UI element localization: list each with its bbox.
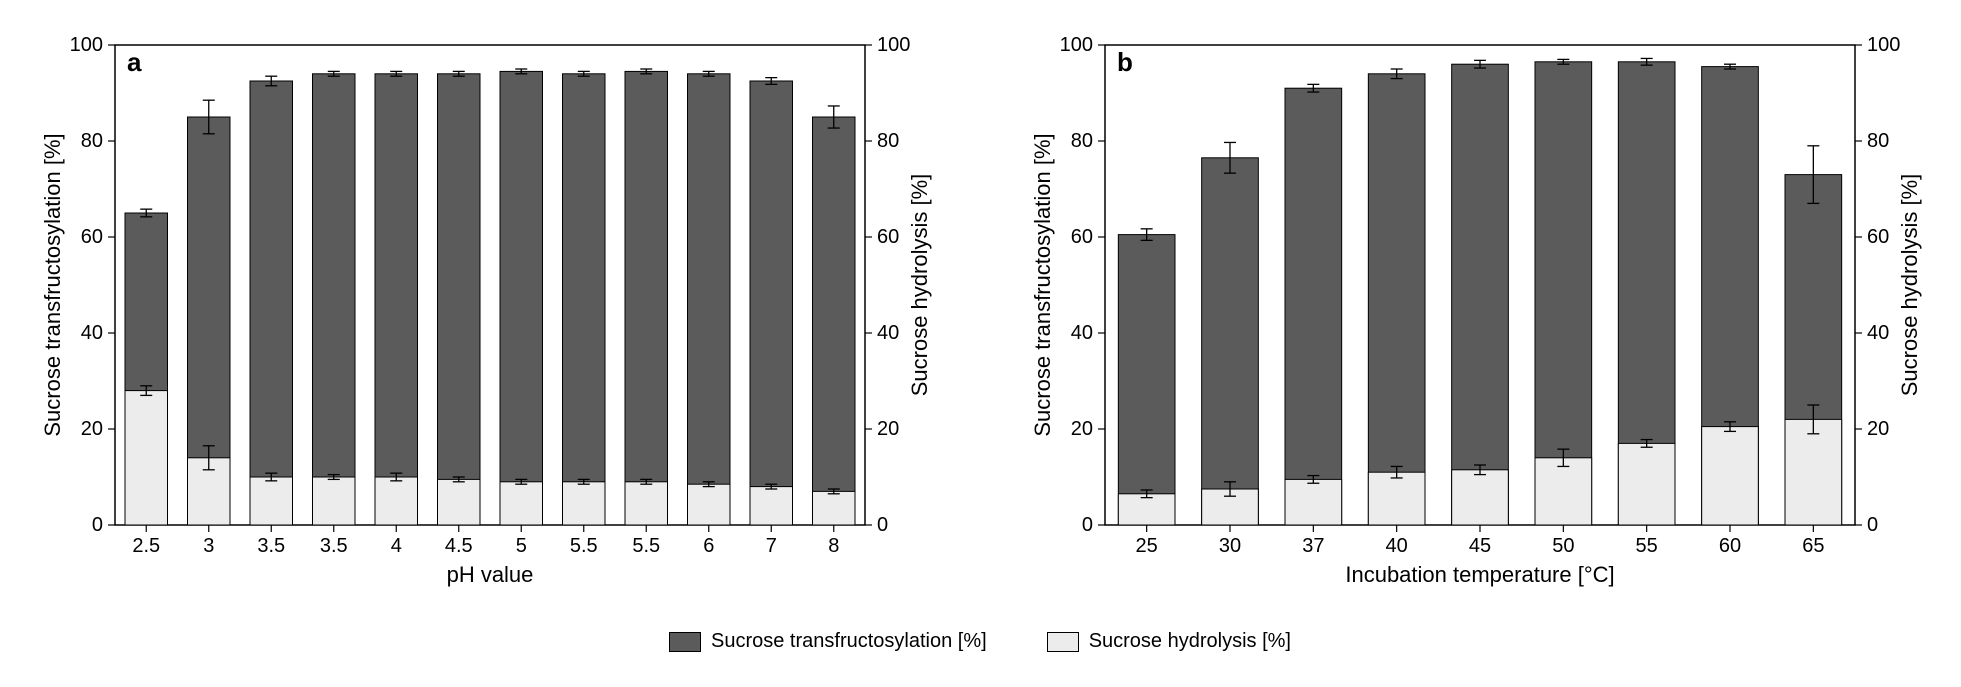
chart-b-svg: 0 0 20 20 40 40 60 60 80 80 100 100 25 30 37 40 45 50 55 60… bbox=[1010, 20, 1940, 600]
legend-item-trans: Sucrose transfructosylation [%] bbox=[669, 630, 987, 653]
legend-swatch-trans bbox=[669, 632, 701, 652]
svg-text:40: 40 bbox=[1071, 322, 1093, 344]
svg-text:Sucrose transfructosylation [%: Sucrose transfructosylation [%] bbox=[40, 133, 65, 436]
svg-text:60: 60 bbox=[1071, 226, 1093, 248]
svg-text:60: 60 bbox=[1719, 535, 1741, 557]
svg-text:6: 6 bbox=[703, 535, 714, 557]
chart-a-svg: 0 0 20 20 40 40 60 60 80 80 100 100 2.5 3 3.5 3.5 4 4.5 5 5… bbox=[20, 20, 950, 600]
svg-text:25: 25 bbox=[1136, 535, 1158, 557]
svg-text:65: 65 bbox=[1802, 535, 1824, 557]
svg-text:100: 100 bbox=[1060, 34, 1093, 56]
svg-text:30: 30 bbox=[1219, 535, 1241, 557]
legend-item-hydro: Sucrose hydrolysis [%] bbox=[1047, 630, 1291, 653]
svg-text:80: 80 bbox=[81, 130, 103, 152]
svg-text:0: 0 bbox=[1867, 514, 1878, 536]
svg-text:40: 40 bbox=[1386, 535, 1408, 557]
panel-a: 0 0 20 20 40 40 60 60 80 80 100 100 2.5 3 3.5 3.5 4 4.5 5 5… bbox=[20, 20, 950, 605]
svg-text:3.5: 3.5 bbox=[320, 535, 348, 557]
svg-text:40: 40 bbox=[877, 322, 899, 344]
legend: Sucrose transfructosylation [%] Sucrose … bbox=[669, 630, 1291, 653]
svg-text:Sucrose transfructosylation [%: Sucrose transfructosylation [%] bbox=[1030, 133, 1055, 436]
svg-text:55: 55 bbox=[1636, 535, 1658, 557]
svg-text:60: 60 bbox=[81, 226, 103, 248]
panels-row: 0020204040606080801001002.533.53.544.555… bbox=[20, 20, 1940, 605]
svg-text:40: 40 bbox=[81, 322, 103, 344]
panel-b: 0 0 20 20 40 40 60 60 80 80 100 100 25 30 37 40 45 50 55 60… bbox=[1010, 20, 1940, 605]
svg-text:4: 4 bbox=[391, 535, 402, 557]
svg-text:7: 7 bbox=[766, 535, 777, 557]
svg-text:0: 0 bbox=[92, 514, 103, 536]
svg-text:45: 45 bbox=[1469, 535, 1491, 557]
svg-text:5: 5 bbox=[516, 535, 527, 557]
svg-text:5.5: 5.5 bbox=[632, 535, 660, 557]
svg-text:2.5: 2.5 bbox=[132, 535, 160, 557]
svg-text:100: 100 bbox=[70, 34, 103, 56]
svg-text:0: 0 bbox=[1082, 514, 1093, 536]
svg-text:4.5: 4.5 bbox=[445, 535, 473, 557]
svg-text:Incubation temperature [°C]: Incubation temperature [°C] bbox=[1345, 562, 1614, 587]
svg-text:80: 80 bbox=[877, 130, 899, 152]
svg-text:20: 20 bbox=[1071, 418, 1093, 440]
svg-text:a: a bbox=[127, 47, 142, 77]
svg-text:100: 100 bbox=[1867, 34, 1900, 56]
svg-text:60: 60 bbox=[877, 226, 899, 248]
svg-text:80: 80 bbox=[1071, 130, 1093, 152]
svg-text:3.5: 3.5 bbox=[257, 535, 285, 557]
svg-text:3: 3 bbox=[203, 535, 214, 557]
svg-text:80: 80 bbox=[1867, 130, 1889, 152]
svg-text:100: 100 bbox=[877, 34, 910, 56]
svg-text:40: 40 bbox=[1867, 322, 1889, 344]
svg-text:20: 20 bbox=[1867, 418, 1889, 440]
svg-text:0: 0 bbox=[877, 514, 888, 536]
svg-text:20: 20 bbox=[81, 418, 103, 440]
svg-text:37: 37 bbox=[1302, 535, 1324, 557]
legend-swatch-hydro bbox=[1047, 632, 1079, 652]
svg-text:pH value: pH value bbox=[447, 562, 534, 587]
figure-root: 0020204040606080801001002.533.53.544.555… bbox=[20, 20, 1940, 653]
svg-text:5.5: 5.5 bbox=[570, 535, 598, 557]
legend-label-hydro: Sucrose hydrolysis [%] bbox=[1089, 630, 1291, 653]
svg-text:8: 8 bbox=[828, 535, 839, 557]
svg-text:Sucrose hydrolysis [%]: Sucrose hydrolysis [%] bbox=[907, 174, 932, 397]
svg-text:50: 50 bbox=[1552, 535, 1574, 557]
svg-text:Sucrose hydrolysis [%]: Sucrose hydrolysis [%] bbox=[1897, 174, 1922, 397]
svg-text:b: b bbox=[1117, 47, 1133, 77]
legend-label-trans: Sucrose transfructosylation [%] bbox=[711, 630, 987, 653]
svg-text:20: 20 bbox=[877, 418, 899, 440]
svg-text:60: 60 bbox=[1867, 226, 1889, 248]
